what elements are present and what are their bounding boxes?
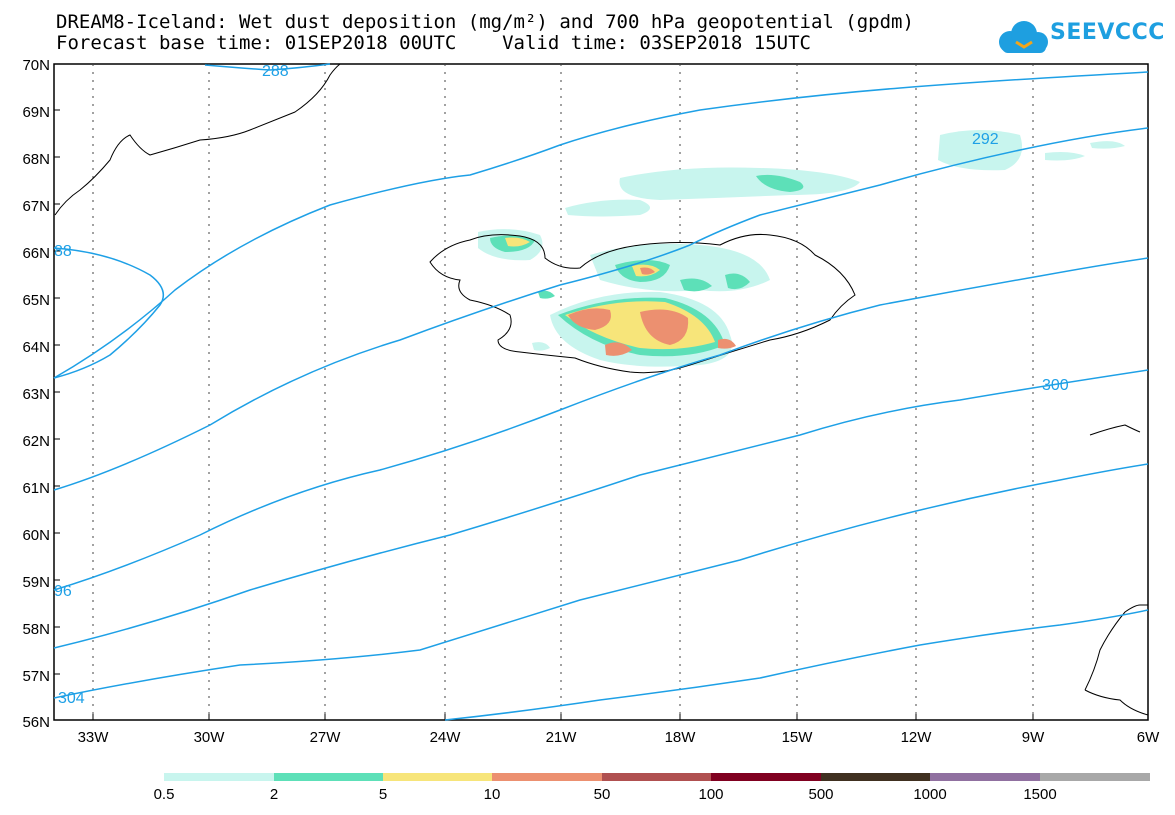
- lon-label: 24W: [430, 729, 462, 746]
- axis-ticks: [54, 109, 1034, 720]
- contour-288-top: [204, 63, 331, 71]
- dust-deposition-shading: [478, 130, 1125, 367]
- deposition-area-north-west: [565, 199, 650, 217]
- contour-label: 300: [1042, 377, 1069, 394]
- legend-cell: [1040, 773, 1150, 781]
- legend-cell: [274, 773, 383, 781]
- lat-label: 64N: [22, 339, 50, 356]
- latitude-labels: 70N 69N 68N 67N 66N 65N 64N 63N 62N 61N …: [22, 57, 50, 731]
- legend-cell: [711, 773, 821, 781]
- contour-288-closed: [53, 247, 165, 379]
- lat-label: 61N: [22, 480, 50, 497]
- lat-label: 70N: [22, 57, 50, 74]
- deposition-area-tiny2: [532, 342, 550, 351]
- lat-label: 56N: [22, 714, 50, 731]
- deposition-area-small: [680, 278, 712, 292]
- contour-label: 288: [262, 63, 289, 80]
- legend-label: 5: [378, 786, 388, 803]
- coastline-iceland: [429, 234, 856, 374]
- deposition-area-north-east: [938, 130, 1023, 171]
- lat-label: 62N: [22, 433, 50, 450]
- lon-label: 27W: [310, 729, 342, 746]
- lon-label: 15W: [782, 729, 814, 746]
- legend-label: 500: [808, 786, 834, 803]
- deposition-area-ne-iceland: [725, 273, 750, 290]
- coastline-faroes-scotland-a: [1089, 424, 1141, 436]
- deposition-area-south-iceland-10c: [605, 342, 632, 356]
- legend-cell: [930, 773, 1040, 781]
- legend-cell: [164, 773, 274, 781]
- map-frame: [53, 63, 1149, 721]
- map-title: DREAM8-Iceland: Wet dust deposition (mg/…: [56, 11, 914, 33]
- coastline-scotland: [1084, 604, 1149, 716]
- longitude-labels: 33W 30W 27W 24W 21W 18W 15W 12W 9W 6W: [78, 729, 1161, 746]
- deposition-area-north-core: [756, 174, 804, 192]
- contour-labels: 288 292 300 88 96 304: [54, 63, 1069, 707]
- contour-label: 304: [58, 690, 85, 707]
- legend-cell: [602, 773, 711, 781]
- legend-label: 100: [698, 786, 724, 803]
- contour-304: [53, 463, 1149, 699]
- legend-label: 0.5: [153, 786, 175, 803]
- legend-label: 2: [269, 786, 279, 803]
- lat-label: 57N: [22, 668, 50, 685]
- lat-label: 65N: [22, 292, 50, 309]
- legend-label: 1000: [913, 786, 947, 803]
- lat-label: 60N: [22, 527, 50, 544]
- lat-label: 66N: [22, 245, 50, 262]
- lat-label: 63N: [22, 386, 50, 403]
- lon-label: 33W: [78, 729, 110, 746]
- lat-label: 68N: [22, 151, 50, 168]
- lon-label: 18W: [665, 729, 697, 746]
- map-subtitle-times: Forecast base time: 01SEP2018 00UTC Vali…: [56, 32, 811, 54]
- contour-292: [53, 71, 1149, 379]
- contour-300b: [53, 369, 1149, 649]
- legend-label: 1500: [1023, 786, 1057, 803]
- legend-label: 50: [593, 786, 611, 803]
- deposition-area-north: [619, 167, 860, 200]
- contour-label: 96: [54, 583, 72, 600]
- deposition-area-east: [1045, 152, 1085, 161]
- deposition-area-north-iceland-10: [640, 267, 655, 275]
- geopotential-contours: [53, 63, 1149, 721]
- contour-label: 292: [972, 131, 999, 148]
- contour-296: [53, 127, 1149, 491]
- lon-label: 21W: [546, 729, 578, 746]
- contour-308: [444, 609, 1149, 721]
- lon-label: 12W: [901, 729, 933, 746]
- deposition-area-tiny: [538, 290, 555, 299]
- lat-label: 59N: [22, 574, 50, 591]
- lon-label: 6W: [1137, 729, 1160, 746]
- coastline-greenland: [54, 63, 341, 216]
- lon-label: 9W: [1022, 729, 1045, 746]
- legend-cell: [492, 773, 602, 781]
- legend-label: 10: [483, 786, 501, 803]
- deposition-area-westfjords-5: [505, 237, 530, 247]
- logo-text: SEEVCCC: [1050, 20, 1165, 45]
- lat-label: 69N: [22, 104, 50, 121]
- legend-cell: [821, 773, 930, 781]
- deposition-area-south-iceland-10d: [718, 338, 736, 349]
- contour-300: [53, 257, 1149, 591]
- coastlines: [54, 63, 1149, 716]
- cloud-logo-icon: [999, 21, 1048, 53]
- lat-label: 58N: [22, 621, 50, 638]
- legend-cell: [383, 773, 492, 781]
- contour-label: 88: [54, 243, 72, 260]
- lon-label: 30W: [194, 729, 226, 746]
- longitude-gridlines: [92, 64, 1034, 720]
- lat-label: 67N: [22, 198, 50, 215]
- deposition-area-east2: [1090, 141, 1125, 149]
- deposition-area-south-iceland-10b: [640, 309, 689, 345]
- deposition-area-south-iceland-10a: [568, 308, 611, 330]
